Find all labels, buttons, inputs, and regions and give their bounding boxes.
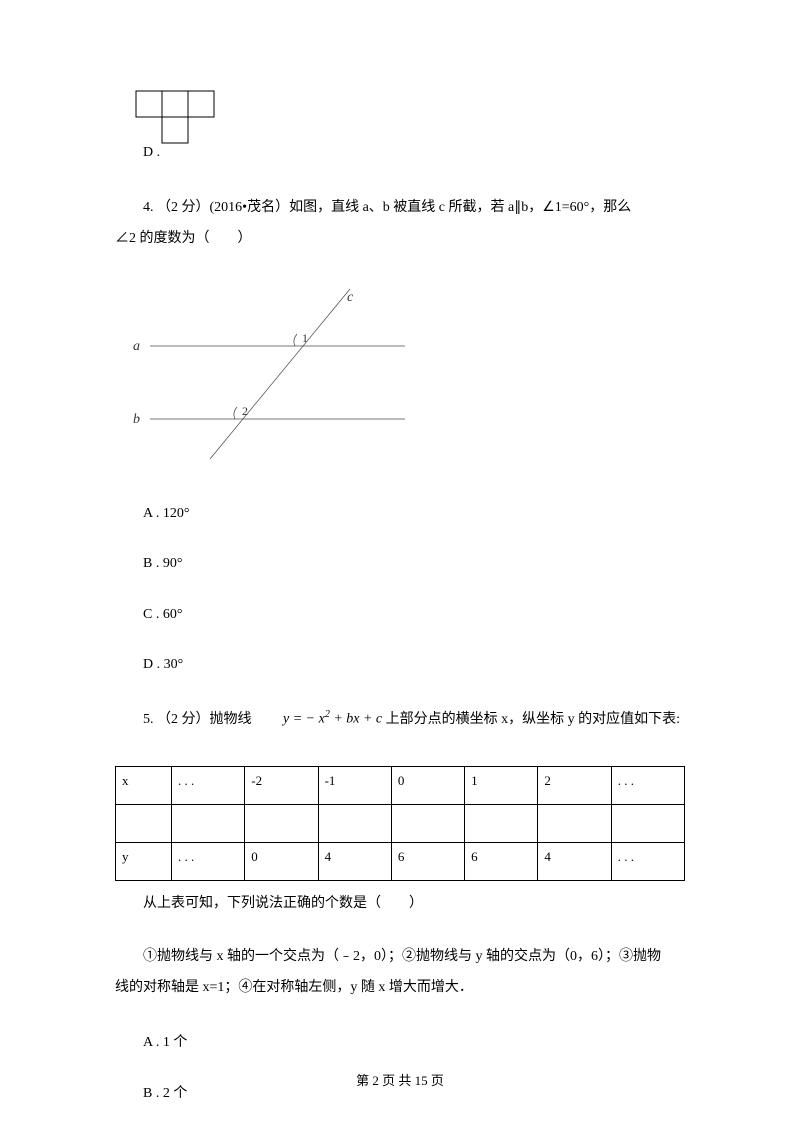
cell xyxy=(611,805,684,843)
q4-option-c: C . 60° xyxy=(115,604,685,626)
q5-formula: y = − x2 + bx + c xyxy=(255,704,382,735)
cell: 4 xyxy=(318,843,391,881)
cell: 6 xyxy=(465,843,538,881)
q4-text-cont: ∠2 的度数为（ ） xyxy=(115,224,685,255)
cell: 2 xyxy=(538,767,611,805)
cell: . . . xyxy=(172,767,245,805)
angle-1: 1 xyxy=(302,331,308,345)
parallel-lines-diagram: a b c 1 2 xyxy=(125,284,685,472)
q5-statements-2: 线的对称轴是 x=1；④在对称轴左侧，y 随 x 增大而增大． xyxy=(115,973,685,1004)
cell xyxy=(116,805,172,843)
cell xyxy=(538,805,611,843)
cell: 4 xyxy=(538,843,611,881)
q5-table: x . . . -2 -1 0 1 2 . . . y . . . 0 4 6 … xyxy=(115,766,685,881)
cell xyxy=(391,805,464,843)
cell: 6 xyxy=(391,843,464,881)
q4-text: 4. （2 分）(2016•茂名）如图，直线 a、b 被直线 c 所截，若 a∥… xyxy=(115,193,685,224)
q4-option-d: D . 30° xyxy=(115,654,685,676)
cell xyxy=(172,805,245,843)
label-c: c xyxy=(347,290,354,305)
table-row: x . . . -2 -1 0 1 2 . . . xyxy=(116,767,685,805)
cell: 1 xyxy=(465,767,538,805)
cell xyxy=(465,805,538,843)
q5-option-a: A . 1 个 xyxy=(115,1032,685,1054)
cell: . . . xyxy=(172,843,245,881)
cell: . . . xyxy=(611,843,684,881)
q5-after: 上部分点的横坐标 x，纵坐标 y 的对应值如下表: xyxy=(382,712,680,727)
q5-statements-1: ①抛物线与 x 轴的一个交点为（﹣2，0）；②抛物线与 y 轴的交点为（0，6）… xyxy=(115,940,685,974)
cell: y xyxy=(116,843,172,881)
label-b: b xyxy=(133,412,140,427)
cell: 0 xyxy=(391,767,464,805)
table-row xyxy=(116,805,685,843)
q5-before: 5. （2 分）抛物线 xyxy=(143,712,255,727)
page-footer: 第 2 页 共 15 页 xyxy=(0,1071,800,1092)
angle-2: 2 xyxy=(242,404,248,418)
cell: -1 xyxy=(318,767,391,805)
q5-followup: 从上表可知，下列说法正确的个数是（ ） xyxy=(115,889,685,920)
q4-option-b: B . 90° xyxy=(115,553,685,575)
cell: 0 xyxy=(245,843,318,881)
label-a: a xyxy=(133,339,140,354)
cell xyxy=(245,805,318,843)
cell: . . . xyxy=(611,767,684,805)
cell: x xyxy=(116,767,172,805)
q5-text: 5. （2 分）抛物线 y = − x2 + bx + c 上部分点的横坐标 x… xyxy=(115,704,685,736)
table-row: y . . . 0 4 6 6 4 . . . xyxy=(116,843,685,881)
cell: -2 xyxy=(245,767,318,805)
cell xyxy=(318,805,391,843)
q4-option-a: A . 120° xyxy=(115,503,685,525)
